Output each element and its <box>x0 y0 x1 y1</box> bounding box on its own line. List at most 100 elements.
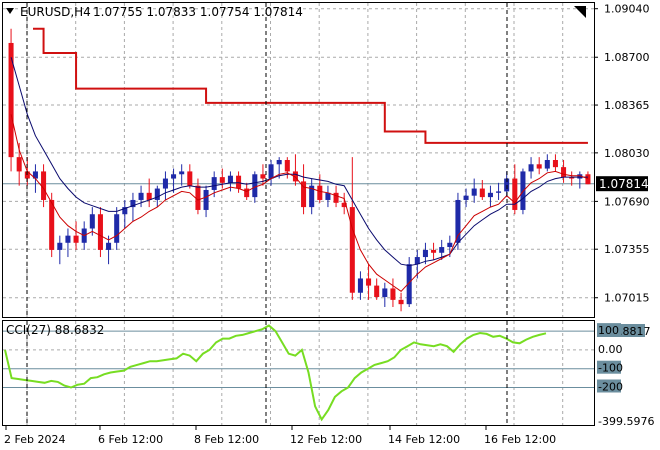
candle-body <box>114 214 120 243</box>
candle-body <box>138 192 144 200</box>
candle-body <box>341 202 347 208</box>
cci-indicator-label: CCI(27) 88.6832 <box>6 323 104 337</box>
cci-line <box>4 324 547 422</box>
candle-body <box>219 177 225 183</box>
scroll-arrow-icon[interactable] <box>574 6 586 18</box>
candle-body <box>301 181 307 208</box>
candle-body <box>317 185 323 200</box>
candle-body <box>236 175 242 189</box>
cci-level-badge <box>597 360 621 374</box>
main-grid <box>3 3 594 317</box>
time-axis: 2 Feb 2024 6 Feb 12:00 8 Feb 12:00 12 Feb 1… <box>4 426 556 446</box>
candle-body <box>57 242 63 250</box>
candle-body <box>357 278 363 293</box>
time-tick-label: 16 Feb 12:00 <box>484 433 556 446</box>
cci-tick-label: -100 <box>598 362 623 375</box>
price-tick-label: 1.07355 <box>604 243 650 256</box>
time-tick-label: 2 Feb 2024 <box>4 433 65 446</box>
time-tick-label: 8 Feb 12:00 <box>194 433 259 446</box>
time-tick-label: 6 Feb 12:00 <box>98 433 163 446</box>
candle-body <box>536 164 542 169</box>
candle-body <box>211 177 217 190</box>
cci-levels <box>3 330 594 388</box>
candle-body <box>171 174 177 179</box>
candle-body <box>544 160 550 169</box>
price-tick-label: 1.07015 <box>604 292 650 305</box>
price-tick-label: 1.09040 <box>604 3 650 16</box>
candle-body <box>382 288 388 298</box>
cci-tick-label: 100 <box>598 324 619 337</box>
cci-tick-label: 0.00 <box>598 343 623 356</box>
candle-body <box>260 174 266 179</box>
candle-body <box>479 188 485 198</box>
candle-body <box>203 189 209 210</box>
price-tick-label: 1.08700 <box>604 51 650 64</box>
candle-body <box>471 188 477 196</box>
candle-body <box>561 167 567 178</box>
candle-body <box>41 171 47 200</box>
candle-body <box>463 195 469 200</box>
price-tick-label: 1.07690 <box>604 195 650 208</box>
candle-body <box>187 171 193 186</box>
candle-body <box>244 188 250 198</box>
candle-body <box>89 214 95 229</box>
candle-body <box>73 235 79 243</box>
candle-body <box>455 199 461 243</box>
price-axis: 1.09040 1.08700 1.08365 1.08030 1.07690 1.073… <box>594 3 650 305</box>
collapse-triangle-icon[interactable] <box>6 8 14 14</box>
candle-body <box>431 249 437 253</box>
candle-body <box>390 288 396 300</box>
candle-body <box>97 214 103 250</box>
candle-body <box>276 160 282 165</box>
candle-body <box>366 278 372 286</box>
candle-body <box>333 192 339 203</box>
candle-body <box>374 285 380 298</box>
symbol-header: EURUSD,H4 <box>20 5 91 19</box>
candle-body <box>585 174 591 185</box>
candle-body <box>268 164 274 179</box>
candle-body <box>122 207 128 215</box>
candle-body <box>227 175 233 183</box>
current-price-badge <box>596 176 648 192</box>
price-tick-label: 1.08365 <box>604 99 650 112</box>
cci-tick-label: -200 <box>598 380 623 393</box>
candle-body <box>577 174 583 179</box>
candle-body <box>309 185 315 208</box>
slow-moving-average <box>10 57 588 267</box>
candle-body <box>179 171 185 175</box>
candle-body <box>252 174 258 198</box>
price-tick-label: 1.08030 <box>604 147 650 160</box>
cci-tick-label: -399.5976 <box>598 415 654 428</box>
candle-body <box>349 207 355 293</box>
candle-body <box>162 178 168 189</box>
candle-body <box>422 249 428 258</box>
candle-body <box>8 42 14 158</box>
candle-body <box>439 247 445 253</box>
candle-body <box>496 191 502 193</box>
cci-level-badge <box>597 323 621 337</box>
candlesticks <box>8 28 591 312</box>
candle-body <box>49 199 55 250</box>
candle-body <box>406 264 412 305</box>
candle-body <box>292 171 298 182</box>
time-tick-label: 14 Feb 12:00 <box>388 433 460 446</box>
ohlc-header: 1.07755 1.07833 1.07754 1.07814 <box>93 5 303 19</box>
candle-body <box>447 242 453 248</box>
resistance-step <box>33 27 588 144</box>
candle-body <box>32 171 38 179</box>
resistance-line <box>33 27 588 144</box>
candle-body <box>325 192 331 200</box>
candle-body <box>487 192 493 198</box>
candle-body <box>195 185 201 210</box>
candle-body <box>528 164 534 172</box>
session-vertical-lines <box>26 3 508 425</box>
candle-body <box>569 177 575 179</box>
candle-body <box>146 192 152 200</box>
candle-body <box>512 178 518 210</box>
candle-body <box>284 160 290 172</box>
cci-plot-frame <box>2 320 595 426</box>
main-plot-frame <box>2 2 595 318</box>
time-tick-label: 12 Feb 12:00 <box>290 433 362 446</box>
candle-body <box>398 299 404 305</box>
